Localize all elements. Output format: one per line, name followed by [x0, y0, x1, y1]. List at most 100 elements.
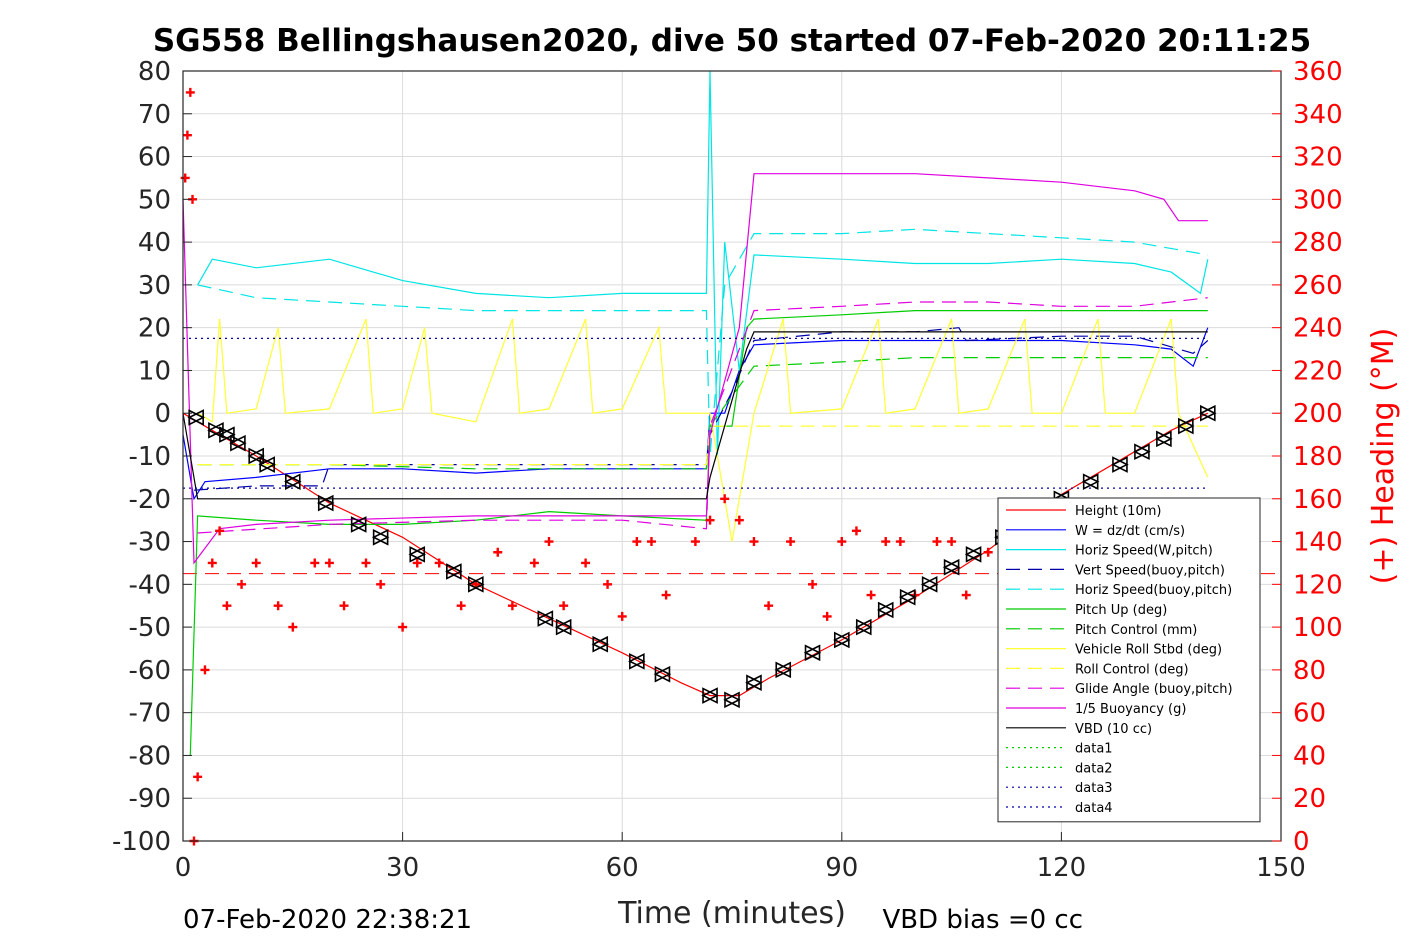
height-marker-left	[920, 576, 938, 593]
y-tick-label-right: 180	[1293, 442, 1343, 472]
y-tick-label-left: -50	[129, 613, 171, 643]
heading-marker	[983, 547, 993, 557]
tick-labels: 0 30 60 90 120 150-100-90-80-70-60-50-40-30-2…	[112, 57, 1343, 883]
height-marker-left	[745, 674, 762, 692]
height-marker-left	[876, 601, 894, 619]
y-tick-label-left: 0	[154, 399, 171, 429]
y-tick-label-right: 40	[1293, 741, 1326, 771]
series-line-roll-control-deg	[197, 425, 1208, 466]
heading-marker	[720, 494, 730, 504]
legend-entry: Vert Speed(buoy,pitch)	[1075, 563, 1225, 578]
y-tick-label-right: 160	[1293, 485, 1343, 515]
heading-marker	[881, 537, 891, 547]
heading-marker	[764, 601, 774, 611]
heading-marker	[808, 579, 818, 589]
heading-marker	[932, 537, 942, 547]
legend-entry: Glide Angle (buoy,pitch)	[1075, 682, 1233, 697]
heading-marker	[324, 558, 334, 568]
height-marker-left	[371, 528, 389, 546]
height-marker-left	[653, 665, 671, 683]
height-marker-left	[723, 691, 740, 709]
heading-marker	[690, 537, 700, 547]
x-axis-label: Time (minutes)	[617, 896, 846, 931]
legend-entry: data1	[1075, 742, 1113, 757]
heading-marker	[961, 590, 971, 600]
heading-marker	[529, 558, 539, 568]
y-tick-label-right: 20	[1293, 784, 1326, 814]
y-tick-label-left: -70	[129, 699, 171, 729]
height-marker-left	[207, 422, 224, 439]
height-marker-left	[247, 447, 264, 465]
legend-entry: Horiz Speed(W,pitch)	[1075, 544, 1213, 559]
series-line-horiz-speed-w-pitch	[197, 70, 1209, 457]
footer-right-vbd-bias: VBD bias =0 cc	[882, 905, 1083, 935]
heading-marker	[646, 537, 656, 547]
y-tick-label-right: 120	[1293, 570, 1343, 600]
y-tick-label-right: 320	[1293, 143, 1343, 173]
height-marker-left	[316, 494, 334, 512]
y-tick-label-left: 80	[138, 57, 171, 87]
heading-marker	[632, 537, 642, 547]
y-tick-label-left: 30	[138, 271, 171, 301]
heading-marker	[544, 537, 554, 547]
heading-marker	[822, 611, 832, 621]
series-line-w-dz-dt-cm-s	[182, 327, 1209, 501]
height-marker-left	[258, 456, 275, 473]
y-tick-label-right: 140	[1293, 528, 1343, 558]
height-marker-left	[1155, 430, 1172, 448]
legend-entry: W = dz/dt (cm/s)	[1075, 524, 1185, 539]
heading-marker	[193, 772, 203, 782]
heading-marker	[851, 526, 861, 536]
y-tick-label-left: 50	[138, 185, 171, 215]
legend-box	[997, 497, 1261, 823]
heading-marker	[866, 590, 876, 600]
y-tick-label-left: -10	[129, 442, 171, 472]
height-marker-left	[229, 434, 246, 452]
height-marker-left	[408, 546, 426, 563]
y-tick-label-right: 300	[1293, 185, 1343, 215]
series-line-vehicle-roll-stbd-deg	[197, 318, 1209, 542]
y-tick-label-left: 10	[138, 356, 171, 386]
height-marker-left	[854, 618, 872, 636]
heading-marker	[493, 547, 503, 557]
y-tick-label-left: -40	[129, 570, 171, 600]
legend-entry: Pitch Up (deg)	[1075, 603, 1167, 618]
y-tick-label-left: 60	[138, 143, 171, 173]
heading-marker	[376, 579, 386, 589]
heading-marker	[361, 558, 371, 568]
height-marker-left	[803, 644, 821, 662]
heading-marker	[237, 579, 247, 589]
heading-marker	[182, 130, 192, 140]
heading-marker	[222, 601, 232, 611]
heading-marker	[837, 537, 847, 547]
height-marker-left	[1111, 456, 1128, 473]
y-tick-label-left: -30	[129, 528, 171, 558]
y-tick-label-right: 0	[1293, 827, 1310, 857]
height-marker-left	[284, 473, 301, 490]
y-tick-label-right: 200	[1293, 399, 1343, 429]
height-marker-left	[536, 610, 554, 627]
height-marker-left	[554, 618, 572, 636]
heading-marker	[288, 622, 298, 632]
heading-marker	[786, 537, 796, 547]
y-tick-label-left: -20	[129, 485, 171, 515]
height-marker-left	[1133, 443, 1150, 461]
heading-marker	[581, 558, 591, 568]
height-marker-left	[942, 558, 960, 576]
y-tick-label-left: 20	[138, 314, 171, 344]
heading-marker	[180, 173, 190, 183]
legend: Height (10m) W = dz/dt (cm/s) Horiz Speed(…	[997, 497, 1261, 823]
series-line-glide-angle-buoy-pitch	[197, 297, 1208, 534]
right-axis-label: (+) Heading (°M)	[1366, 328, 1401, 585]
legend-entry: Vehicle Roll Stbd (deg)	[1075, 643, 1222, 658]
y-tick-label-right: 340	[1293, 100, 1343, 130]
height-marker-left	[218, 426, 235, 443]
y-tick-label-left: 70	[138, 100, 171, 130]
legend-entry: data2	[1075, 761, 1113, 776]
height-marker-left	[964, 546, 982, 563]
height-marker-left	[1199, 404, 1216, 422]
heading-marker	[895, 537, 905, 547]
heading-marker	[273, 601, 283, 611]
legend-entry: Pitch Control (mm)	[1075, 623, 1197, 638]
heading-marker	[215, 526, 225, 536]
